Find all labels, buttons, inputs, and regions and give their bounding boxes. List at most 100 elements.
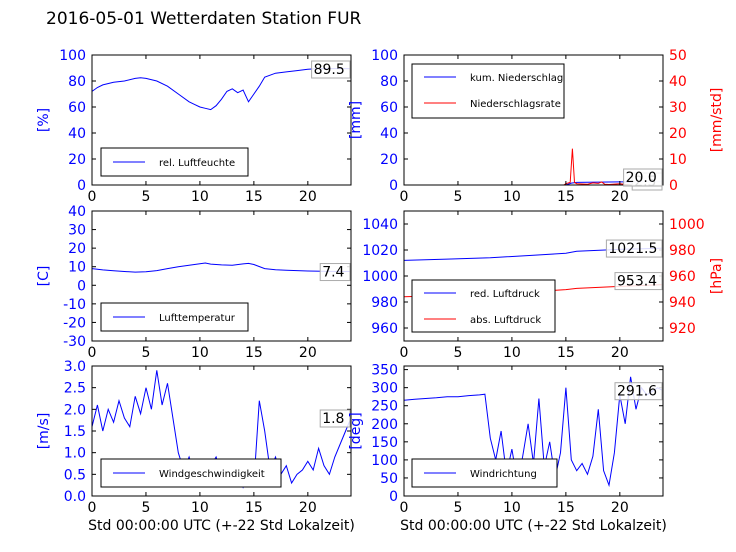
- precip-legend-label-0: kum. Niederschlag: [470, 73, 563, 84]
- pressure-ytick-label-2: 1000: [362, 269, 398, 285]
- pressure-ytick-label-3: 1020: [362, 243, 398, 259]
- precip-ylabel: [mm]: [348, 101, 364, 139]
- windspeed-xtick-label-3: 15: [245, 500, 263, 516]
- precip-ytick-right-label-5: 50: [669, 48, 687, 64]
- temperature-ytick-label-1: -20: [63, 315, 86, 331]
- humidity-annotation: 89.5: [314, 62, 345, 78]
- humidity-xtick-label-2: 10: [191, 189, 209, 205]
- precip-xtick-label-4: 20: [611, 189, 629, 205]
- temperature-annotation: 7.4: [322, 265, 344, 281]
- precip-ytick-label-0: 0: [389, 178, 398, 194]
- humidity-legend-label-0: rel. Luftfeuchte: [159, 158, 235, 169]
- precip-legend-box: [411, 63, 565, 119]
- humidity-xtick-label-3: 15: [245, 189, 263, 205]
- pressure-annotation: 1021.5: [608, 241, 657, 257]
- precip-ytick-label-1: 20: [380, 152, 398, 168]
- humidity-ytick-label-2: 40: [68, 126, 86, 142]
- windspeed-ytick-label-6: 3.0: [64, 359, 86, 375]
- pressure-annotation-right-box: [614, 272, 663, 291]
- humidity-ytick-label-5: 100: [59, 48, 86, 64]
- precip-xtick-label-1: 5: [453, 189, 462, 205]
- pressure-ytick-right-label-1: 940: [669, 295, 696, 311]
- humidity-xtick-label-4: 20: [299, 189, 317, 205]
- temperature-xtick-label-4: 20: [299, 345, 317, 361]
- temperature-ytick-label-0: -30: [63, 334, 86, 350]
- winddir-ytick-label-3: 150: [371, 435, 398, 451]
- winddir-annotation: 291.6: [617, 384, 657, 400]
- windspeed-xtick-label-0: 0: [88, 500, 97, 516]
- winddir-xtick-label-4: 20: [611, 500, 629, 516]
- pressure-ytick-right-label-2: 960: [669, 269, 696, 285]
- temperature-series-line-0: [91, 262, 352, 273]
- humidity-xtick-label-1: 5: [141, 189, 150, 205]
- windspeed-ytick-label-0: 0.0: [64, 489, 86, 505]
- winddir-legend-label-0: Windrichtung: [470, 469, 537, 480]
- windspeed-ytick-label-1: 0.5: [64, 467, 86, 483]
- precip-annotation-right-box: [623, 168, 663, 187]
- windspeed-xtick-label-4: 20: [299, 500, 317, 516]
- temperature-ytick-label-3: 0: [77, 278, 86, 294]
- pressure-ytick-right-label-0: 920: [669, 321, 696, 337]
- winddir-plot-frame: [403, 365, 664, 497]
- precip-ytick-right-label-1: 10: [669, 152, 687, 168]
- windspeed-legend-box: [100, 458, 282, 488]
- precip-legend-label-1: Niederschlagsrate: [470, 99, 561, 110]
- precip-annotation-right: 20.0: [626, 170, 657, 186]
- pressure-xtick-label-4: 20: [611, 345, 629, 361]
- winddir-xtick-label-0: 0: [400, 500, 409, 516]
- winddir-ytick-label-0: 0: [389, 489, 398, 505]
- winddir-ylabel: [deg]: [348, 412, 364, 449]
- pressure-ytick-label-4: 1040: [362, 217, 398, 233]
- temperature-xtick-label-2: 10: [191, 345, 209, 361]
- precip-ytick-right-label-2: 20: [669, 126, 687, 142]
- humidity-ytick-label-0: 0: [77, 178, 86, 194]
- precip-ytick-right-label-3: 30: [669, 100, 687, 116]
- pressure-annotation-right: 953.4: [617, 274, 657, 290]
- winddir-ytick-label-1: 50: [380, 471, 398, 487]
- humidity-xtick-label-0: 0: [88, 189, 97, 205]
- windspeed-ytick-label-3: 1.5: [64, 424, 86, 440]
- winddir-ytick-label-4: 200: [371, 417, 398, 433]
- windspeed-legend-label-0: Windgeschwindigkeit: [159, 469, 265, 480]
- winddir-ytick-label-2: 100: [371, 453, 398, 469]
- windspeed-xlabel: Std 00:00:00 UTC (+-22 Std Lokalzeit): [88, 518, 355, 534]
- pressure-legend-label-0: red. Luftdruck: [470, 289, 540, 300]
- windspeed-ytick-label-5: 2.5: [64, 381, 86, 397]
- windspeed-ytick-label-2: 1.0: [64, 446, 86, 462]
- precip-ytick-label-5: 100: [371, 48, 398, 64]
- pressure-ytick-right-label-4: 1000: [669, 217, 705, 233]
- temperature-xtick-label-1: 5: [141, 345, 150, 361]
- windspeed-annotation-box: [319, 409, 351, 428]
- winddir-xtick-label-1: 5: [453, 500, 462, 516]
- winddir-legend-box: [411, 458, 558, 488]
- temperature-annotation-box: [319, 263, 351, 282]
- pressure-legend-label-1: abs. Luftdruck: [470, 315, 541, 326]
- precip-xtick-label-0: 0: [400, 189, 409, 205]
- pressure-xtick-label-2: 10: [503, 345, 521, 361]
- pressure-ylabel-right: [hPa]: [709, 258, 725, 294]
- winddir-annotation-box: [614, 382, 663, 401]
- winddir-ytick-label-5: 250: [371, 399, 398, 415]
- humidity-plot-frame: [91, 54, 352, 186]
- windspeed-ytick-label-4: 2.0: [64, 402, 86, 418]
- temperature-ytick-label-6: 30: [68, 223, 86, 239]
- precip-ytick-label-4: 80: [380, 74, 398, 90]
- windspeed-ylabel: [m/s]: [36, 413, 52, 450]
- pressure-annotation-box: [605, 239, 663, 258]
- temperature-ylabel: [C]: [36, 266, 52, 287]
- winddir-xlabel: Std 00:00:00 UTC (+-22 Std Lokalzeit): [400, 518, 667, 534]
- chart-title: 2016-05-01 Wetterdaten Station FUR: [46, 9, 362, 29]
- temperature-ytick-label-5: 20: [68, 241, 86, 257]
- winddir-ytick-label-7: 350: [371, 363, 398, 379]
- humidity-ytick-label-4: 80: [68, 74, 86, 90]
- temperature-xtick-label-0: 0: [88, 345, 97, 361]
- pressure-ytick-right-label-3: 980: [669, 243, 696, 259]
- windspeed-xtick-label-2: 10: [191, 500, 209, 516]
- precip-ytick-label-3: 60: [380, 100, 398, 116]
- pressure-ytick-label-1: 980: [371, 295, 398, 311]
- humidity-annotation-box: [311, 60, 351, 79]
- precip-ytick-right-label-4: 40: [669, 74, 687, 90]
- winddir-ytick-label-6: 300: [371, 381, 398, 397]
- humidity-ytick-label-1: 20: [68, 152, 86, 168]
